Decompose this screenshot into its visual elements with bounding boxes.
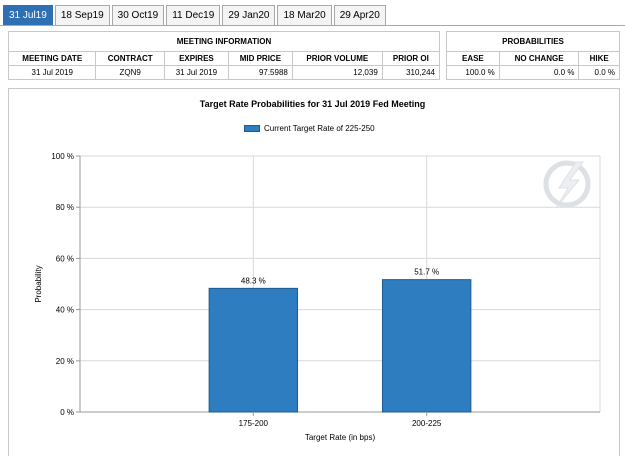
chart-legend[interactable]: Current Target Rate of 225-250 <box>244 124 375 133</box>
tab-29-apr20[interactable]: 29 Apr20 <box>333 5 386 25</box>
probabilities-table: PROBABILITIES EASE NO CHANGE HIKE 100.0 … <box>446 31 620 80</box>
chart-title: Target Rate Probabilities for 31 Jul 201… <box>199 99 426 109</box>
value-contract: ZQN9 <box>95 65 165 80</box>
value-meeting-date: 31 Jul 2019 <box>7 65 97 80</box>
meeting-info-table: MEETING INFORMATION MEETING DATE CONTRAC… <box>7 31 441 80</box>
meeting-tabs: 31 Jul19 18 Sep19 30 Oct19 11 Dec19 29 Jan20… <box>3 5 388 26</box>
tab-29-jan20[interactable]: 29 Jan20 <box>222 5 276 25</box>
x-tick-label: 200-225 <box>412 419 442 428</box>
value-prior-oi: 310,244 <box>381 65 441 80</box>
probabilities-title: PROBABILITIES <box>446 31 620 52</box>
header-hike: HIKE <box>578 51 620 66</box>
value-ease: 100.0 % <box>446 65 500 80</box>
y-tick-label: 60 % <box>56 254 74 263</box>
x-tick-label: 175-200 <box>239 419 269 428</box>
data-label: 48.3 % <box>241 276 266 285</box>
value-no-change: 0.0 % <box>498 65 580 80</box>
value-hike: 0.0 % <box>578 65 620 80</box>
header-mid-price: MID PRICE <box>227 51 293 66</box>
header-prior-volume: PRIOR VOLUME <box>291 51 383 66</box>
y-tick-label: 40 % <box>56 306 74 315</box>
value-mid-price: 97.5988 <box>227 65 293 80</box>
y-tick-label: 0 % <box>60 408 74 417</box>
bar-175-200 <box>208 287 299 413</box>
legend-label: Current Target Rate of 225-250 <box>264 124 375 133</box>
tab-18-mar20[interactable]: 18 Mar20 <box>277 5 332 25</box>
y-tick-label: 100 % <box>51 152 74 161</box>
lightning-watermark-icon <box>543 160 591 209</box>
header-contract: CONTRACT <box>95 51 165 66</box>
bar-200-225 <box>381 279 472 413</box>
tab-31-jul19[interactable]: 31 Jul19 <box>3 5 53 25</box>
tab-18-sep19[interactable]: 18 Sep19 <box>54 5 110 25</box>
legend-swatch <box>244 125 260 132</box>
tab-11-dec19[interactable]: 11 Dec19 <box>166 5 221 25</box>
y-tick-label: 80 % <box>56 203 74 212</box>
value-expires: 31 Jul 2019 <box>163 65 229 80</box>
y-axis-title: Probability <box>34 265 43 302</box>
tab-divider <box>0 25 625 26</box>
meeting-info-title: MEETING INFORMATION <box>8 31 440 52</box>
tab-30-oct19[interactable]: 30 Oct19 <box>111 5 165 25</box>
x-axis-title: Target Rate (in bps) <box>305 433 376 442</box>
y-tick-label: 20 % <box>56 357 74 366</box>
data-label: 51.7 % <box>414 268 439 277</box>
chart-panel <box>8 88 620 456</box>
